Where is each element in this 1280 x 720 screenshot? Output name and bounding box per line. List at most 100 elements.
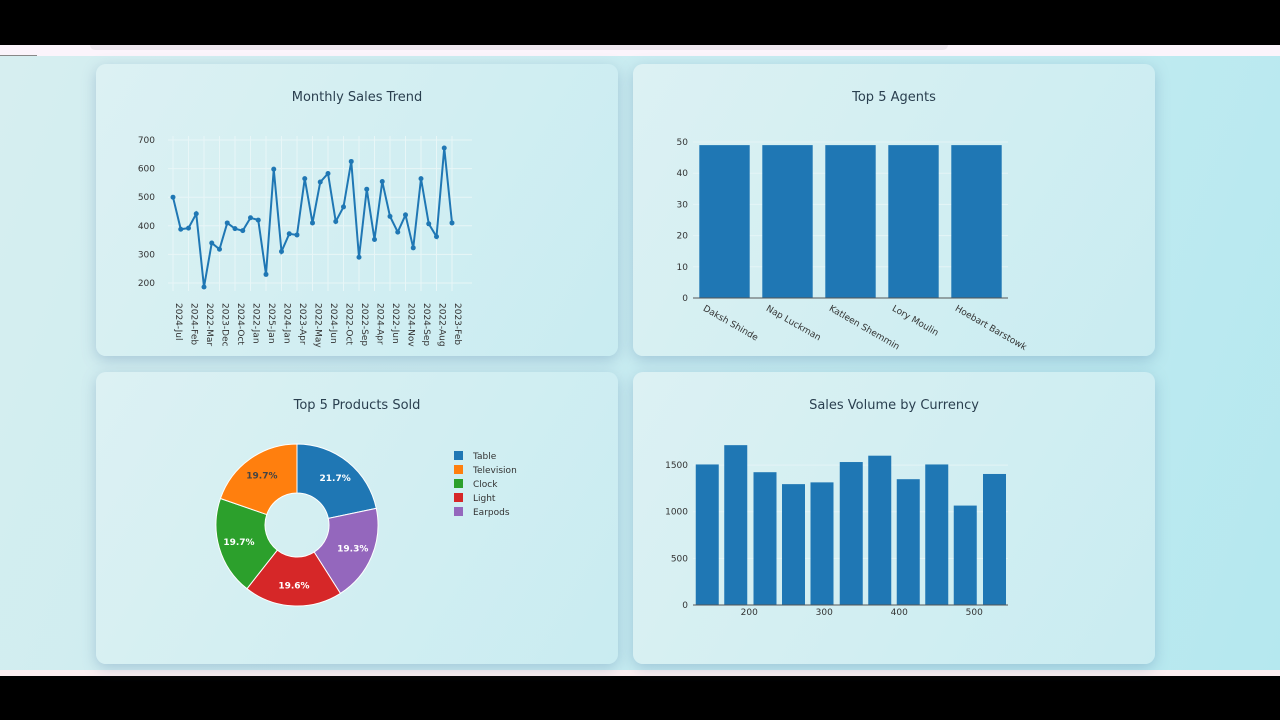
data-point (395, 229, 401, 235)
x-tick-label: Daksh Shinde (701, 304, 760, 344)
x-tick-label: 2023-Apr (297, 303, 307, 345)
legend-label: Clock (473, 480, 498, 490)
bar (896, 479, 920, 605)
y-tick-label: 0 (682, 601, 688, 611)
data-point (224, 220, 230, 226)
x-tick-label: 2024-Oct (235, 303, 245, 345)
bar (868, 455, 892, 605)
x-tick-label: Nap Luckman (764, 304, 822, 343)
bar (762, 145, 813, 298)
data-point (217, 246, 222, 252)
data-point (271, 166, 277, 172)
x-tick-label: 2022-Mar (204, 303, 214, 346)
y-tick-label: 1500 (665, 461, 688, 471)
x-tick-label: 2024-Sep (421, 303, 431, 346)
x-tick-label: Lory Moulin (890, 304, 940, 339)
card-top-products: Top 5 Products Sold 21.7% 19.3% 19.6% 19.7%… (96, 372, 618, 664)
data-point (302, 176, 308, 182)
x-tick-label: 400 (891, 608, 908, 618)
pie-slice (246, 549, 342, 607)
legend-swatch (454, 451, 463, 460)
top-strip (0, 45, 1280, 57)
bar (825, 145, 876, 298)
slice-label: 19.7% (223, 538, 254, 548)
pie-slice (296, 443, 377, 520)
legend-swatch (454, 479, 463, 488)
data-point (193, 211, 199, 217)
legend-swatch (454, 465, 463, 474)
x-tick-label: 2023-Dec (220, 303, 230, 347)
card-monthly-sales: Monthly Sales Trend 200 300 400 500 600 700 20… (96, 64, 618, 356)
pie-slice (219, 443, 298, 516)
data-point (248, 215, 253, 221)
bar (695, 464, 719, 605)
bar-chart-currency[interactable]: 0 500 1000 1500 200 300 400 500 (633, 372, 1155, 664)
x-tick-label: 2024-Feb (189, 303, 199, 345)
data-point (341, 204, 346, 210)
data-point (356, 254, 362, 260)
bar (782, 484, 805, 605)
legend-label: Light (473, 494, 496, 504)
data-point (263, 271, 269, 277)
slice-label: 19.7% (246, 472, 277, 482)
data-point (317, 179, 323, 185)
y-tick-label: 400 (138, 222, 155, 232)
chart-title: Top 5 Agents (852, 90, 936, 105)
y-tick-label: 40 (677, 169, 689, 179)
x-tick-label: 2025-Jan (266, 303, 276, 344)
y-tick-label: 1000 (665, 508, 688, 518)
x-tick-label: 2022-Jan (251, 303, 261, 344)
y-tick-label: 0 (682, 294, 688, 304)
slice-label: 19.3% (337, 545, 368, 555)
data-point (449, 220, 455, 226)
bar (953, 505, 977, 605)
bar (888, 145, 939, 298)
card-top-agents: Top 5 Agents 0 10 20 30 40 50 Daksh Shinde Nap … (633, 64, 1155, 356)
x-tick-label: 2022-Oct (344, 303, 354, 345)
x-tick-label: 2024-Jul (173, 303, 183, 341)
y-tick-label: 300 (138, 250, 155, 260)
x-tick-label: Hoebart Barstowk (953, 304, 1029, 353)
data-point (379, 178, 385, 184)
x-tick-label: 2022-Jun (390, 303, 400, 344)
header-bar (90, 45, 948, 50)
data-point (364, 186, 370, 192)
legend-label: Table (472, 452, 497, 462)
data-point (240, 228, 246, 234)
data-point (410, 245, 416, 251)
legend-swatch (454, 493, 463, 502)
y-tick-label: 700 (138, 136, 155, 146)
data-point (434, 234, 439, 240)
bar (839, 462, 863, 605)
data-point (372, 237, 377, 243)
data-point (403, 212, 408, 218)
x-tick-label: 2024-Apr (375, 303, 385, 345)
x-tick-label: 2024-Nov (406, 303, 416, 347)
x-tick-label: 200 (741, 608, 758, 618)
data-point (232, 226, 238, 232)
data-point (348, 158, 354, 164)
chart-title: Monthly Sales Trend (291, 90, 423, 105)
x-tick-label: 300 (816, 608, 833, 618)
y-tick-label: 20 (677, 232, 689, 242)
legend-label: Television (472, 466, 517, 476)
data-point (186, 225, 191, 231)
x-tick-label: 2022-Sep (359, 303, 369, 346)
x-tick-label: 2024-Jan (282, 303, 292, 344)
bottom-strip (0, 670, 1280, 676)
data-point (426, 221, 432, 227)
bar (951, 145, 1002, 298)
data-point (170, 194, 176, 200)
chart-title: Top 5 Products Sold (293, 398, 421, 413)
bar (753, 472, 777, 605)
y-tick-label: 50 (677, 138, 689, 148)
y-tick-label: 600 (138, 165, 155, 175)
x-tick-label: 2022-Aug (437, 303, 447, 347)
line-chart[interactable]: 200 300 400 500 600 700 2024-Jul 2024-Feb 2022-M… (96, 64, 618, 356)
data-point (286, 231, 292, 237)
bar (810, 482, 834, 605)
x-tick-label: 2023-Feb (452, 303, 462, 345)
donut-chart[interactable]: 21.7% 19.3% 19.6% 19.7% 19.7% Table Television… (96, 372, 618, 664)
bar (983, 473, 1006, 605)
